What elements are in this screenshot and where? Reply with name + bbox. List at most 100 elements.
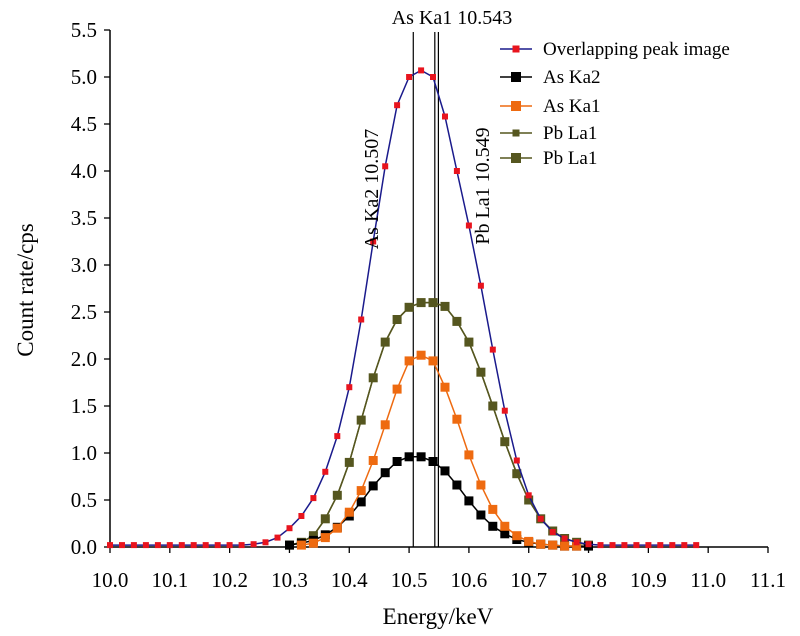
data-point	[368, 456, 378, 465]
data-point	[537, 515, 544, 522]
y-tick-label: 4.5	[71, 112, 97, 136]
legend-marker-pb-la1	[511, 153, 521, 163]
series-2	[296, 350, 582, 551]
y-axis-title: Count rate/cps	[13, 223, 38, 357]
series-line	[110, 69, 697, 546]
series-0	[107, 67, 700, 549]
data-point	[524, 495, 534, 505]
data-point	[298, 513, 305, 519]
data-point	[465, 222, 472, 229]
y-tick-label: 2.0	[71, 347, 97, 371]
data-point	[356, 497, 366, 507]
x-tick-label: 10.5	[391, 568, 428, 592]
data-point	[178, 542, 185, 549]
data-point	[394, 102, 401, 109]
data-point	[452, 414, 462, 424]
legend-item-as-ka1: As Ka1	[500, 96, 601, 117]
data-point	[597, 542, 604, 549]
data-point	[380, 337, 390, 347]
y-tick-label: 0.0	[71, 535, 97, 559]
legend-label-as-ka1: As Ka1	[543, 96, 601, 117]
data-point	[572, 541, 582, 551]
data-point	[332, 523, 342, 533]
data-point	[392, 457, 402, 466]
data-point	[440, 382, 450, 392]
data-point	[549, 529, 556, 535]
data-point	[693, 542, 700, 549]
data-point	[452, 316, 462, 326]
data-point	[548, 540, 558, 550]
y-tick-label: 3.0	[71, 253, 97, 277]
annotation-pb-la1: Pb La1 10.549	[472, 127, 494, 244]
data-point	[657, 542, 664, 549]
x-axis-title: Energy/keV	[383, 604, 494, 629]
data-point	[392, 384, 402, 394]
data-point	[346, 384, 353, 391]
data-point	[308, 531, 318, 541]
data-point	[320, 533, 330, 543]
data-point	[416, 350, 426, 360]
data-point	[404, 452, 414, 462]
legend-marker-as-ka1	[511, 101, 521, 111]
data-point	[119, 542, 125, 549]
data-point	[500, 521, 510, 531]
legend-marker-pb-la1-small	[512, 129, 520, 137]
data-point	[536, 539, 546, 549]
y-tick-label: 1.0	[71, 441, 97, 465]
data-point	[464, 450, 474, 460]
legend-item-as-ka2: As Ka2	[500, 67, 601, 88]
data-point	[453, 168, 460, 174]
data-point	[428, 356, 438, 366]
data-point	[320, 514, 330, 524]
data-point	[368, 481, 378, 491]
data-point	[609, 542, 616, 549]
data-point	[358, 316, 365, 323]
data-point	[621, 542, 628, 549]
data-point	[669, 542, 676, 549]
x-tick-label: 10.8	[570, 568, 607, 592]
data-point	[404, 302, 414, 312]
data-point	[154, 542, 161, 549]
legend-label-pb-la1-small: Pb La1	[543, 123, 597, 144]
data-point	[416, 452, 426, 462]
data-point	[513, 457, 520, 464]
data-point	[464, 496, 474, 506]
x-tick-label: 10.0	[92, 568, 129, 592]
legend-marker-as-ka2	[511, 72, 521, 82]
data-point	[633, 542, 640, 549]
data-point	[166, 542, 173, 549]
x-tick-label: 10.6	[451, 568, 488, 592]
x-tick-label: 10.3	[271, 568, 308, 592]
data-point	[404, 356, 414, 366]
legend-marker-overlap	[512, 45, 520, 53]
data-point	[296, 540, 306, 550]
y-tick-label: 0.5	[71, 488, 97, 512]
data-point	[406, 74, 413, 80]
data-point	[238, 542, 245, 549]
legend-label-pb-la1: Pb La1	[543, 148, 597, 169]
reference-lines	[412, 32, 440, 547]
data-point	[489, 346, 496, 353]
data-point	[214, 542, 221, 549]
legend-label-overlap: Overlapping peak image	[543, 39, 730, 60]
data-point	[488, 521, 498, 531]
data-point	[356, 415, 366, 425]
data-point	[274, 534, 281, 541]
data-point	[130, 542, 137, 549]
data-point	[500, 529, 510, 539]
x-tick-label: 11.0	[690, 568, 726, 592]
annotation-as-ka1: As Ka1 10.543	[392, 7, 513, 29]
x-ticks: 10.0 10.1 10.2 10.3 10.4 10.5 10.6 10.7 10.8 10.9…	[92, 547, 786, 592]
annotation-as-ka2: As Ka2 10.507	[361, 129, 383, 250]
data-point	[501, 407, 508, 414]
data-point	[645, 542, 652, 549]
data-point	[322, 468, 329, 475]
data-point	[416, 298, 426, 308]
data-point	[190, 542, 197, 549]
series-layer	[107, 67, 700, 551]
data-point	[356, 486, 366, 496]
data-point	[310, 495, 317, 502]
data-point	[308, 538, 318, 548]
y-tick-label: 3.5	[71, 206, 97, 230]
data-point	[285, 540, 294, 550]
